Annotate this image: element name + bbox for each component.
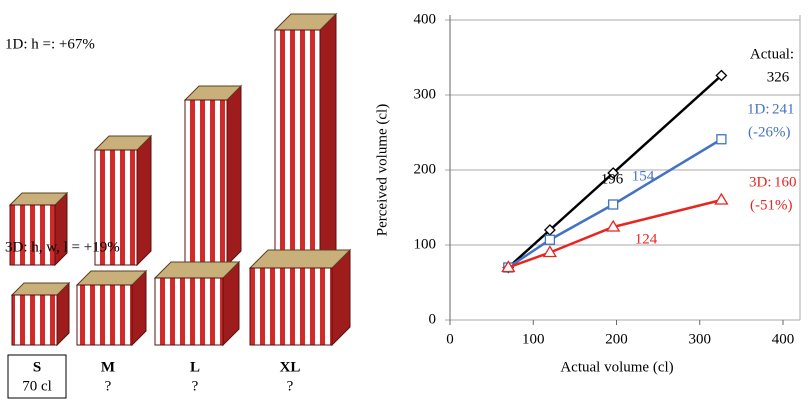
marker [716,134,727,145]
box-front [9,204,56,266]
marker [606,219,621,232]
marker [715,69,728,82]
popcorn-illustration [8,12,352,347]
box-front [94,149,138,266]
y-tick-label: 0 [429,311,437,327]
box-front [76,284,133,346]
series-line [507,198,722,269]
size-name: M [101,359,115,375]
box-front [249,267,333,346]
x-tick-label: 100 [522,331,545,347]
data-label: 160 [774,174,797,190]
box-side [319,12,337,267]
change-label: (-26%) [748,124,790,140]
data-label: 124 [635,231,658,247]
y-tick-label: 100 [414,236,437,252]
data-label: 154 [632,168,655,184]
x-tick-label: 300 [689,331,712,347]
marker [501,260,516,273]
size-volume: 70 cl [22,378,52,394]
size-name: XL [280,359,301,375]
y-tick-label: 200 [414,161,437,177]
box-front [184,99,228,266]
box-front [11,294,58,346]
y-tick-label: 400 [414,11,437,27]
label-3d: 3D: h, w, l = +19% [5,239,120,255]
marker [608,199,619,210]
size-volume: ? [192,378,199,394]
data-label: 326 [767,69,790,85]
data-label: 196 [601,171,624,187]
legend-label: 1D: [747,101,770,117]
series-line [507,138,723,269]
data-label: 241 [772,101,795,117]
legend-label: Actual: [750,46,794,62]
box-side [136,134,152,267]
box-top [248,249,352,269]
x-tick-label: 200 [605,331,628,347]
y-axis-title: Perceived volume (cl) [374,104,390,236]
change-label: (-51%) [750,197,792,213]
x-tick-label: 0 [446,331,454,347]
series-line [507,74,723,269]
size-name: L [190,359,200,375]
box-side [226,84,242,267]
size-volume: ? [105,378,112,394]
box-front [274,29,321,266]
size-name: S [33,359,41,375]
legend-label: 3D: [749,174,772,190]
marker [607,167,620,179]
y-tick-label: 300 [414,86,437,102]
size-volume: ? [287,378,294,394]
marker [544,234,556,245]
label-1d: 1D: h =: +67% [5,36,95,52]
marker [542,245,558,258]
x-tick-label: 400 [772,331,795,347]
box-front [154,277,224,346]
marker [714,192,729,205]
x-axis-title: Actual volume (cl) [560,359,673,375]
size-highlight [7,354,67,399]
